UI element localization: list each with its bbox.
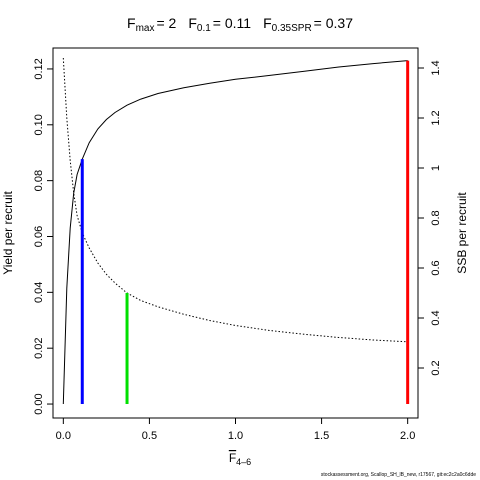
title-fmax-sub: max (136, 23, 155, 34)
title-fmax-value: = 2 (156, 15, 176, 31)
x-axis-label-base: F (229, 451, 236, 465)
y-axis-right-label: SSB per recruit (455, 192, 469, 274)
y-right-tick-label: 1 (430, 165, 442, 171)
y-left-tick-label: 0.00 (33, 393, 45, 414)
reference-lines (80, 60, 410, 405)
y-left-tick-label: 0.02 (33, 337, 45, 358)
title-f01-value: = 0.11 (213, 15, 251, 31)
y-left-tick-label: 0.06 (33, 226, 45, 247)
footnote: stockassessment.org, Scallop_SH_lB_new, … (321, 472, 476, 478)
y-right-tick-label: 1.4 (430, 60, 442, 75)
yield-per-recruit-line (62, 60, 408, 405)
x-tick-label: 1.5 (314, 430, 329, 442)
title-fmax-label: F (127, 15, 136, 31)
chart-title: Fmax = 2 F0.1 = 0.11 F0.35SPR = 0.37 (127, 15, 353, 34)
title-fspr-value: = 0.37 (314, 15, 354, 31)
title-fspr-label: F (263, 15, 272, 31)
y-axis-left: 0.00 0.02 0.04 0.06 0.08 0.10 0.12 (33, 58, 54, 415)
series-layer (62, 57, 408, 405)
x-tick-label: 2.0 (400, 430, 415, 442)
plot-frame (52, 47, 419, 419)
y-right-tick-label: 0.6 (430, 260, 442, 275)
x-axis: 0.0 0.5 1.0 1.5 2.0 (56, 417, 415, 442)
x-axis-label-sub: 4–6 (236, 457, 251, 467)
title-f01-label: F (188, 15, 197, 31)
y-left-tick-label: 0.04 (33, 282, 45, 303)
y-left-tick-label: 0.10 (33, 114, 45, 135)
y-right-tick-label: 0.4 (430, 310, 442, 325)
y-axis-left-label: Yield per recruit (1, 191, 15, 275)
y-left-tick-label: 0.08 (33, 170, 45, 191)
y-right-tick-label: 0.8 (430, 210, 442, 225)
y-axis-right: 0.2 0.4 0.6 0.8 1 1.2 1.4 (417, 60, 442, 376)
y-right-tick-label: 0.2 (430, 360, 442, 375)
y-left-tick-label: 0.12 (33, 58, 45, 79)
title-fspr-sub: 0.35SPR (272, 23, 312, 34)
x-axis-label: F4–6 (229, 451, 251, 467)
y-right-tick-label: 1.2 (430, 110, 442, 125)
ssb-per-recruit-line (62, 57, 408, 343)
x-tick-label: 0.0 (56, 430, 71, 442)
title-f01-sub: 0.1 (197, 23, 211, 34)
x-tick-label: 1.0 (228, 430, 243, 442)
x-tick-label: 0.5 (142, 430, 157, 442)
